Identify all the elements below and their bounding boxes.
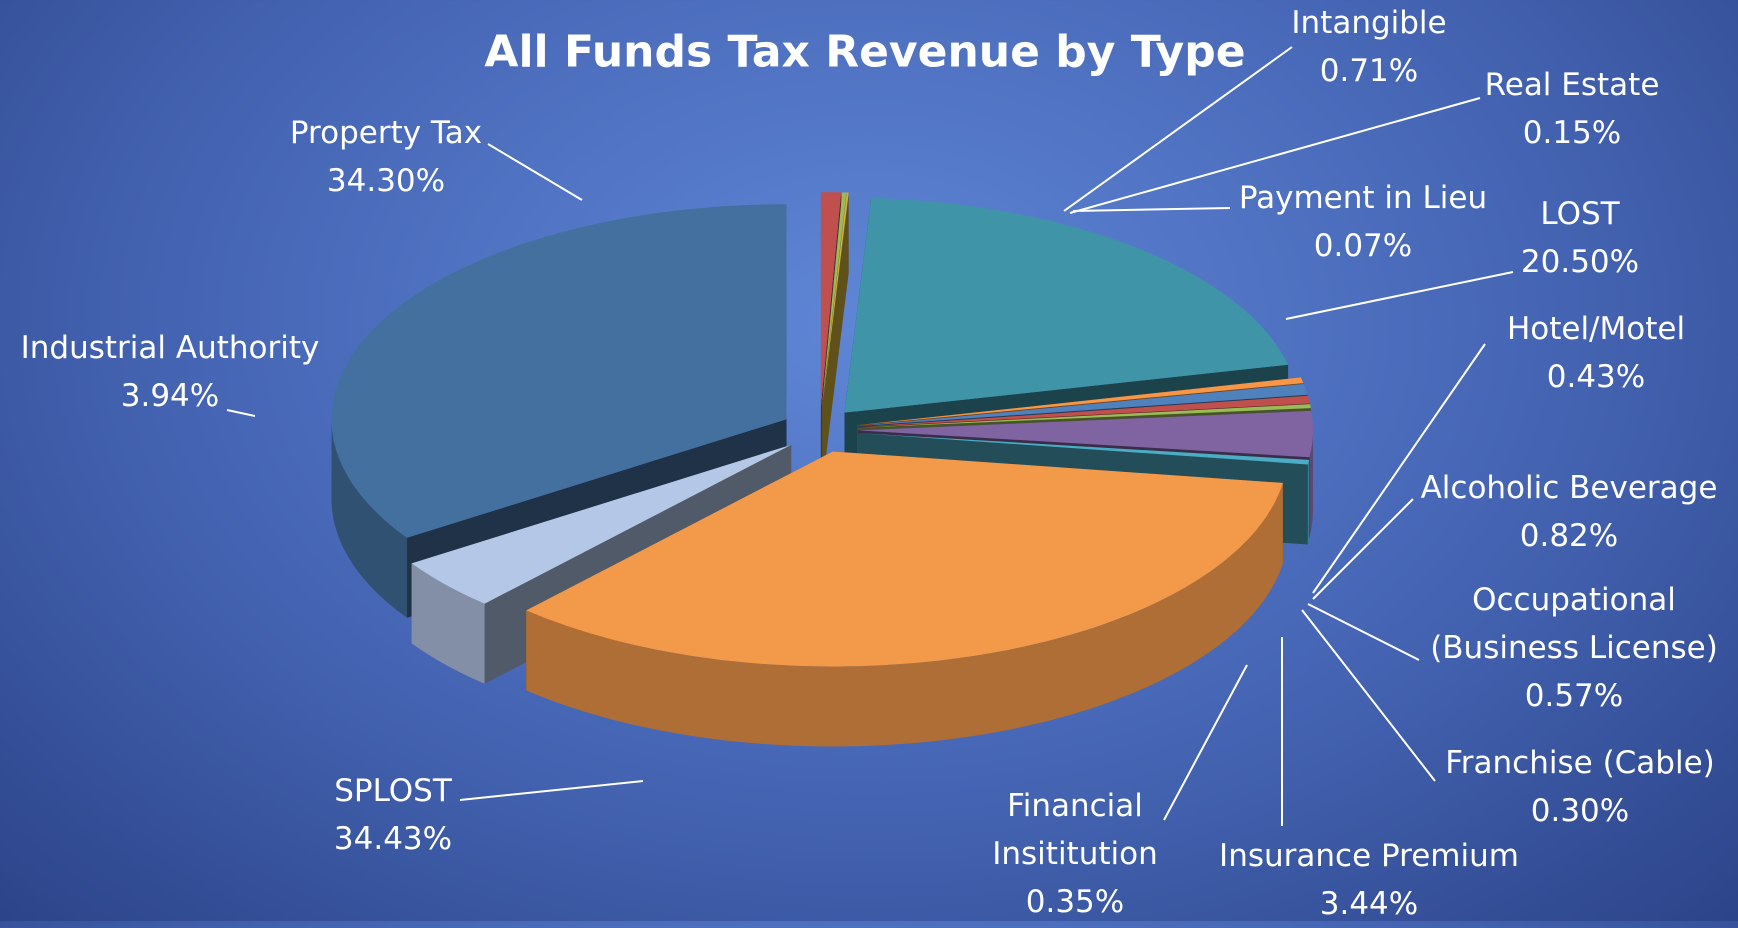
- value-label: 0.82%: [1404, 512, 1734, 560]
- category-label: Payment in Lieu: [1213, 174, 1513, 222]
- value-label: 0.07%: [1213, 222, 1513, 270]
- category-label: Hotel/Motel: [1476, 305, 1716, 353]
- value-label: 34.43%: [313, 815, 473, 863]
- category-label: Financial Insititution: [975, 782, 1175, 878]
- data-label: Occupational (Business License)0.57%: [1424, 576, 1724, 720]
- leader-line: [1308, 604, 1419, 660]
- category-label: Industrial Authority: [5, 324, 335, 372]
- leader-line: [1313, 499, 1413, 599]
- leader-line: [1302, 610, 1435, 781]
- category-label: Intangible: [1269, 0, 1469, 47]
- leader-line: [1164, 665, 1247, 820]
- category-label: Property Tax: [271, 109, 501, 157]
- value-label: 0.57%: [1424, 672, 1724, 720]
- category-label: SPLOST: [313, 767, 473, 815]
- value-label: 34.30%: [271, 157, 501, 205]
- leader-line: [488, 144, 582, 200]
- slice-side: [1308, 460, 1309, 545]
- value-label: 0.30%: [1430, 787, 1730, 835]
- chart-title: All Funds Tax Revenue by Type: [484, 27, 1245, 78]
- data-label: Franchise (Cable)0.30%: [1430, 739, 1730, 835]
- leader-line: [1073, 208, 1230, 211]
- value-label: 0.35%: [975, 878, 1175, 926]
- value-label: 0.71%: [1269, 47, 1469, 95]
- category-label: Alcoholic Beverage: [1404, 464, 1734, 512]
- category-label: Franchise (Cable): [1430, 739, 1730, 787]
- leader-line: [460, 781, 643, 800]
- category-label: Occupational (Business License): [1424, 576, 1724, 672]
- value-label: 20.50%: [1490, 238, 1670, 286]
- value-label: 0.43%: [1476, 353, 1716, 401]
- category-label: LOST: [1490, 190, 1670, 238]
- category-label: Insurance Premium: [1204, 832, 1534, 880]
- value-label: 0.15%: [1462, 109, 1682, 157]
- category-label: Real Estate: [1462, 61, 1682, 109]
- value-label: 3.94%: [5, 372, 335, 420]
